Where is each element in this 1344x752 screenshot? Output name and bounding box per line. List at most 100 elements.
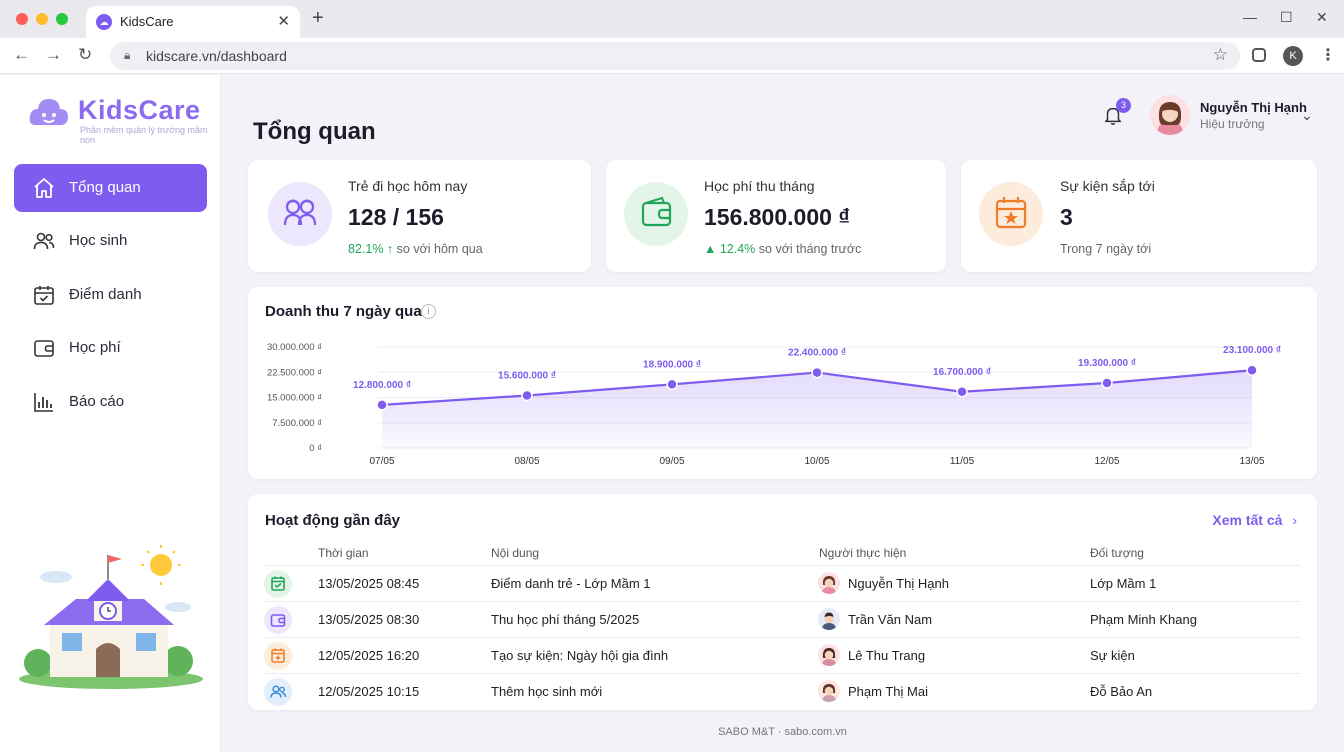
window-minimize-icon[interactable]: — [1243,9,1257,25]
activity-actor: Lê Thu Trang [848,648,926,663]
x-tick-label: 08/05 [514,456,539,467]
stat-value: 156.800.000 ₫ [704,204,851,230]
data-point [1101,377,1113,389]
sidebar-item-attendance[interactable]: Điểm danh [14,271,207,319]
data-point [811,366,823,379]
user-name[interactable]: Nguyễn Thị Hạnh [1200,100,1307,115]
chevron-right-icon: › [1292,512,1297,528]
sidebar-item-reports[interactable]: Báo cáo [14,378,207,426]
user-avatar[interactable] [1150,95,1190,135]
sidebar-item-overview[interactable]: Tổng quan [14,164,207,212]
sidebar-item-students[interactable]: Học sinh [14,217,207,265]
y-tick-label: 0 ₫ [309,443,322,454]
school-illustration [19,545,203,689]
browser-tab[interactable]: ☁ KidsCare ✕ [86,6,300,38]
y-tick-label: 15.000.000 ₫ [267,393,322,404]
activity-target: Phạm Minh Khang [1090,612,1197,627]
brand-tagline: Phần mềm quản lý trường mầm non [80,125,208,145]
close-window-button[interactable] [16,13,28,25]
x-tick-label: 07/05 [369,456,394,467]
stat-delta-text: Trong 7 ngày tới [1060,242,1152,256]
activity-actor: Trần Văn Nam [848,612,933,627]
table-row[interactable]: 12/05/2025 10:15 Thêm học sinh mới Phạm … [264,674,1301,710]
home-icon [34,178,54,198]
x-tick-label: 11/05 [950,456,975,467]
user-role: Hiệu trưởng [1200,117,1265,131]
sidebar-item-label: Học phí [69,339,121,356]
activity-time: 12/05/2025 16:20 [318,648,420,663]
column-header-content: Nội dung [491,546,540,560]
data-point [666,378,678,391]
browser-profile-avatar[interactable]: K [1283,46,1303,66]
back-arrow-icon[interactable]: ← [13,45,30,64]
forward-arrow-icon[interactable]: → [45,45,62,64]
activity-time: 12/05/2025 10:15 [318,684,420,699]
calendar-star-icon [979,182,1043,246]
info-icon[interactable]: i [421,304,436,319]
sidebar-item-label: Báo cáo [69,393,125,410]
actor-avatar [818,680,840,702]
actor-avatar [818,608,840,630]
chevron-down-icon[interactable]: ⌄ [1301,107,1313,123]
activity-content: Thu học phí tháng 5/2025 [491,612,640,627]
sidebar-item-label: Học sinh [69,232,128,249]
table-row[interactable]: 13/05/2025 08:30 Thu học phí tháng 5/202… [264,602,1301,638]
calendar-plus-icon [264,642,292,670]
see-all-link[interactable]: Xem tất cả › [1212,512,1297,528]
header-divider [264,565,1301,566]
stat-card-events: Sự kiện sắp tới 3 Trong 7 ngày tới [961,160,1317,272]
browser-address-bar: ← → ↻ 🔒︎ kidscare.vn/dashboard ☆ K ⋮ [0,38,1344,74]
window-close-icon[interactable]: ✕ [1316,9,1328,25]
new-tab-icon[interactable]: + [312,7,324,29]
stat-delta-row: 82.1% ↑ so với hôm qua [348,242,483,256]
data-label: 15.600.000 ₫ [498,370,556,381]
data-label: 18.900.000 ₫ [643,359,701,370]
x-tick-label: 09/05 [659,456,684,467]
activity-content: Thêm học sinh mới [491,684,603,699]
notification-badge: 3 [1116,98,1131,113]
data-point [1246,364,1258,376]
activity-time: 13/05/2025 08:30 [318,612,420,627]
extensions-icon[interactable] [1252,48,1266,62]
chart-title: Doanh thu 7 ngày qua [265,303,422,320]
column-header-actor: Người thực hiện [819,546,907,560]
x-tick-label: 10/05 [804,456,829,467]
stat-delta: 82.1% ↑ [348,242,394,256]
maximize-window-button[interactable] [56,13,68,25]
url-text: kidscare.vn/dashboard [146,48,287,64]
column-header-time: Thời gian [318,546,369,560]
data-point [956,386,968,398]
bookmark-star-icon[interactable]: ☆ [1212,45,1228,64]
tab-close-icon[interactable]: ✕ [277,13,290,30]
y-tick-label: 30.000.000 ₫ [267,342,322,353]
sidebar-item-label: Điểm danh [69,286,142,303]
stat-delta-text: so với hôm qua [396,242,483,256]
actor-avatar [818,572,840,594]
sidebar-item-tuition[interactable]: Học phí [14,324,207,372]
see-all-label: Xem tất cả [1212,512,1283,528]
calendar-check-icon [264,570,292,598]
lock-icon: 🔒︎ [124,48,131,62]
revenue-area [382,370,1252,448]
table-row[interactable]: 12/05/2025 16:20 Tạo sự kiện: Ngày hội g… [264,638,1301,674]
data-point [521,389,533,402]
activity-actor: Phạm Thị Mai [848,684,928,699]
window-restore-icon[interactable]: ☐ [1280,9,1293,25]
revenue-chart: 0 ₫ 7.500.000 ₫ 15.000.000 ₫ 22.500.000 ₫ 30… [267,342,1281,467]
kidscare-logo-icon [29,99,69,125]
table-row[interactable]: 13/05/2025 08:45 Điểm danh trẻ - Lớp Mầm… [264,566,1301,602]
column-header-target: Đối tượng [1090,546,1144,560]
stat-value: 3 [1060,204,1073,230]
x-tick-label: 13/05 [1239,456,1264,467]
reload-icon[interactable]: ↻ [78,45,93,64]
minimize-window-button[interactable] [36,13,48,25]
bell-icon[interactable] [1102,104,1124,126]
stat-label: Học phí thu tháng [704,178,815,194]
stat-delta-row: ▲ 12.4% so với tháng trước [704,242,861,256]
data-label: 19.300.000 ₫ [1078,358,1136,369]
url-field[interactable]: 🔒︎ kidscare.vn/dashboard ☆ [110,42,1240,70]
browser-menu-icon[interactable]: ⋮ [1320,47,1336,64]
footer-text: SABO M&T · sabo.com.vn [718,726,847,738]
stat-delta-text: so với tháng trước [758,242,862,256]
activity-content: Điểm danh trẻ - Lớp Mầm 1 [491,576,651,591]
